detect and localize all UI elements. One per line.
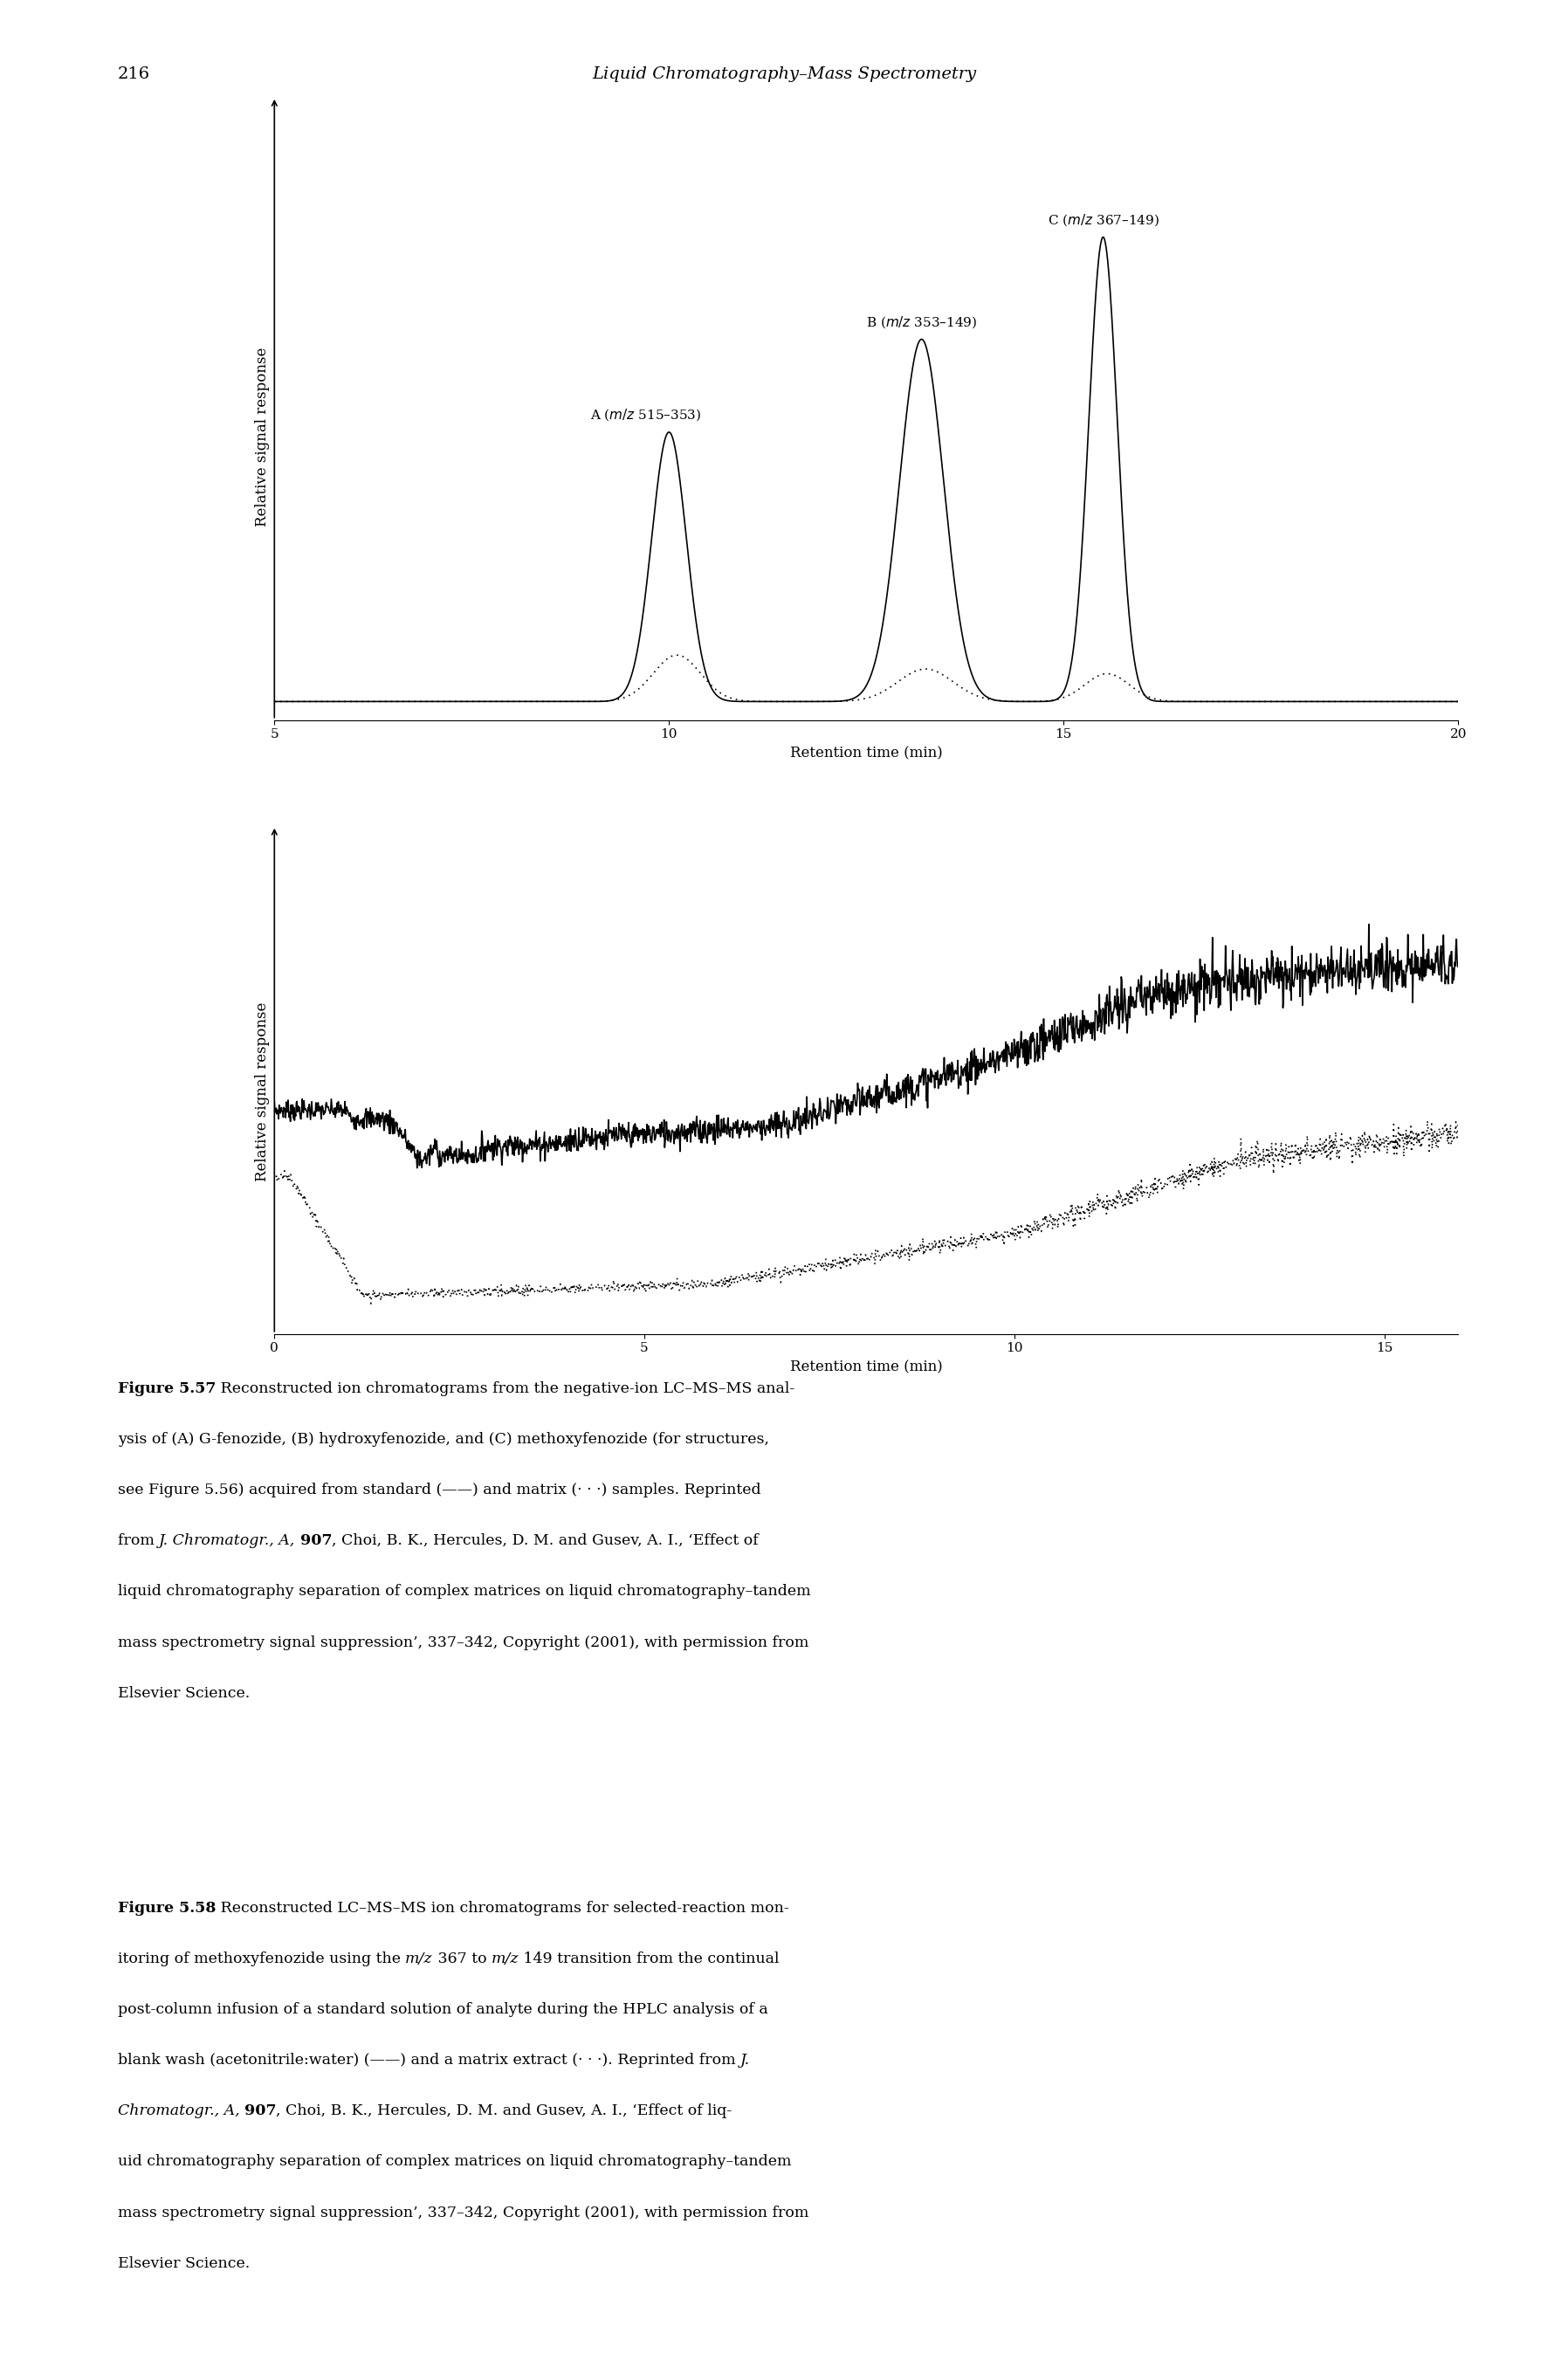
X-axis label: Retention time (min): Retention time (min) — [790, 746, 942, 760]
Text: uid chromatography separation of complex matrices on liquid chromatography–tande: uid chromatography separation of complex… — [118, 2153, 792, 2170]
Text: Elsevier Science.: Elsevier Science. — [118, 1686, 249, 1700]
Text: liquid chromatography separation of complex matrices on liquid chromatography–ta: liquid chromatography separation of comp… — [118, 1584, 811, 1598]
Text: ysis of (A) G-fenozide, (B) hydroxyfenozide, and (C) methoxyfenozide (for struct: ysis of (A) G-fenozide, (B) hydroxyfenoz… — [118, 1431, 768, 1447]
Text: A ($m/z$ 515–353): A ($m/z$ 515–353) — [590, 408, 701, 423]
Text: , Choi, B. K., Hercules, D. M. and Gusev, A. I., ‘Effect of: , Choi, B. K., Hercules, D. M. and Gusev… — [332, 1535, 759, 1549]
Text: mass spectrometry signal suppression’, 337–342, Copyright (2001), with permissio: mass spectrometry signal suppression’, 3… — [118, 1634, 809, 1650]
Text: Reconstructed ion chromatograms from the negative-ion LC–MS–MS anal-: Reconstructed ion chromatograms from the… — [216, 1381, 795, 1395]
Text: Figure 5.58: Figure 5.58 — [118, 1901, 216, 1915]
Text: see Figure 5.56) acquired from standard (——) and matrix (· · ·) samples. Reprint: see Figure 5.56) acquired from standard … — [118, 1483, 760, 1497]
Text: , Choi, B. K., Hercules, D. M. and Gusev, A. I., ‘Effect of liq-: , Choi, B. K., Hercules, D. M. and Gusev… — [276, 2104, 732, 2118]
Text: m/z: m/z — [405, 1950, 433, 1967]
Text: 367 to: 367 to — [433, 1950, 491, 1967]
Text: mass spectrometry signal suppression’, 337–342, Copyright (2001), with permissio: mass spectrometry signal suppression’, 3… — [118, 2205, 809, 2219]
Text: Figure 5.57: Figure 5.57 — [118, 1381, 216, 1395]
Text: J. Chromatogr., A,: J. Chromatogr., A, — [158, 1535, 295, 1549]
Y-axis label: Relative signal response: Relative signal response — [254, 347, 270, 527]
X-axis label: Retention time (min): Retention time (min) — [790, 1360, 942, 1374]
Text: itoring of methoxyfenozide using the: itoring of methoxyfenozide using the — [118, 1950, 405, 1967]
Text: B ($m/z$ 353–149): B ($m/z$ 353–149) — [866, 314, 977, 331]
Text: Liquid Chromatography–Mass Spectrometry: Liquid Chromatography–Mass Spectrometry — [591, 66, 977, 83]
Text: from: from — [118, 1535, 158, 1549]
Text: Chromatogr., A,: Chromatogr., A, — [118, 2104, 240, 2118]
Text: Reconstructed LC–MS–MS ion chromatograms for selected-reaction mon-: Reconstructed LC–MS–MS ion chromatograms… — [216, 1901, 789, 1915]
Text: post-column infusion of a standard solution of analyte during the HPLC analysis : post-column infusion of a standard solut… — [118, 2002, 768, 2016]
Text: 907: 907 — [299, 1535, 332, 1549]
Text: C ($m/z$ 367–149): C ($m/z$ 367–149) — [1047, 212, 1159, 227]
Text: blank wash (acetonitrile:water) (——) and a matrix extract (· · ·). Reprinted fro: blank wash (acetonitrile:water) (——) and… — [118, 2052, 740, 2068]
Text: 149 transition from the continual: 149 transition from the continual — [519, 1950, 779, 1967]
Text: Elsevier Science.: Elsevier Science. — [118, 2257, 249, 2271]
Text: J.: J. — [740, 2052, 750, 2068]
Text: 907: 907 — [245, 2104, 276, 2118]
Y-axis label: Relative signal response: Relative signal response — [254, 1003, 270, 1180]
Text: 216: 216 — [118, 66, 151, 83]
Text: m/z: m/z — [491, 1950, 519, 1967]
